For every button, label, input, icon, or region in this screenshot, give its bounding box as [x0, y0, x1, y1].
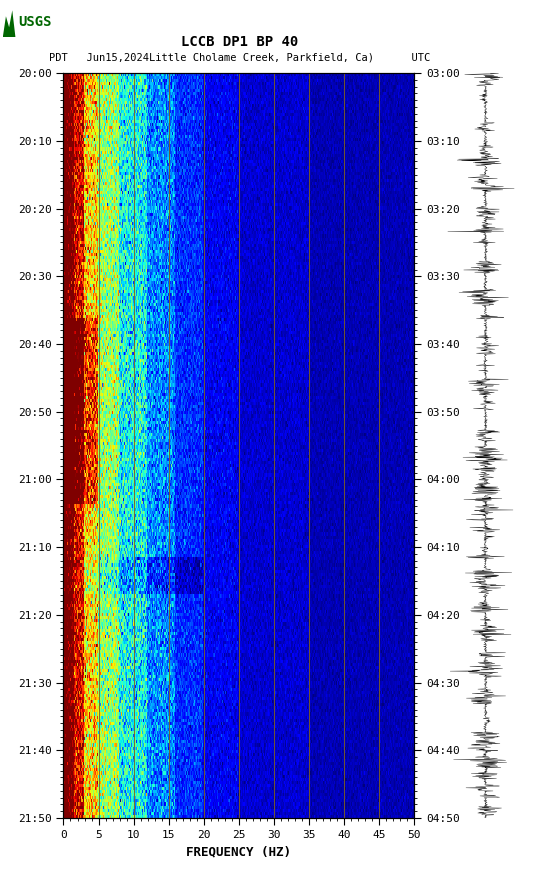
Polygon shape [3, 11, 15, 37]
X-axis label: FREQUENCY (HZ): FREQUENCY (HZ) [186, 846, 291, 858]
Text: PDT   Jun15,2024Little Cholame Creek, Parkfield, Ca)      UTC: PDT Jun15,2024Little Cholame Creek, Park… [50, 53, 431, 63]
Text: USGS: USGS [19, 15, 52, 29]
Text: LCCB DP1 BP 40: LCCB DP1 BP 40 [182, 35, 299, 49]
